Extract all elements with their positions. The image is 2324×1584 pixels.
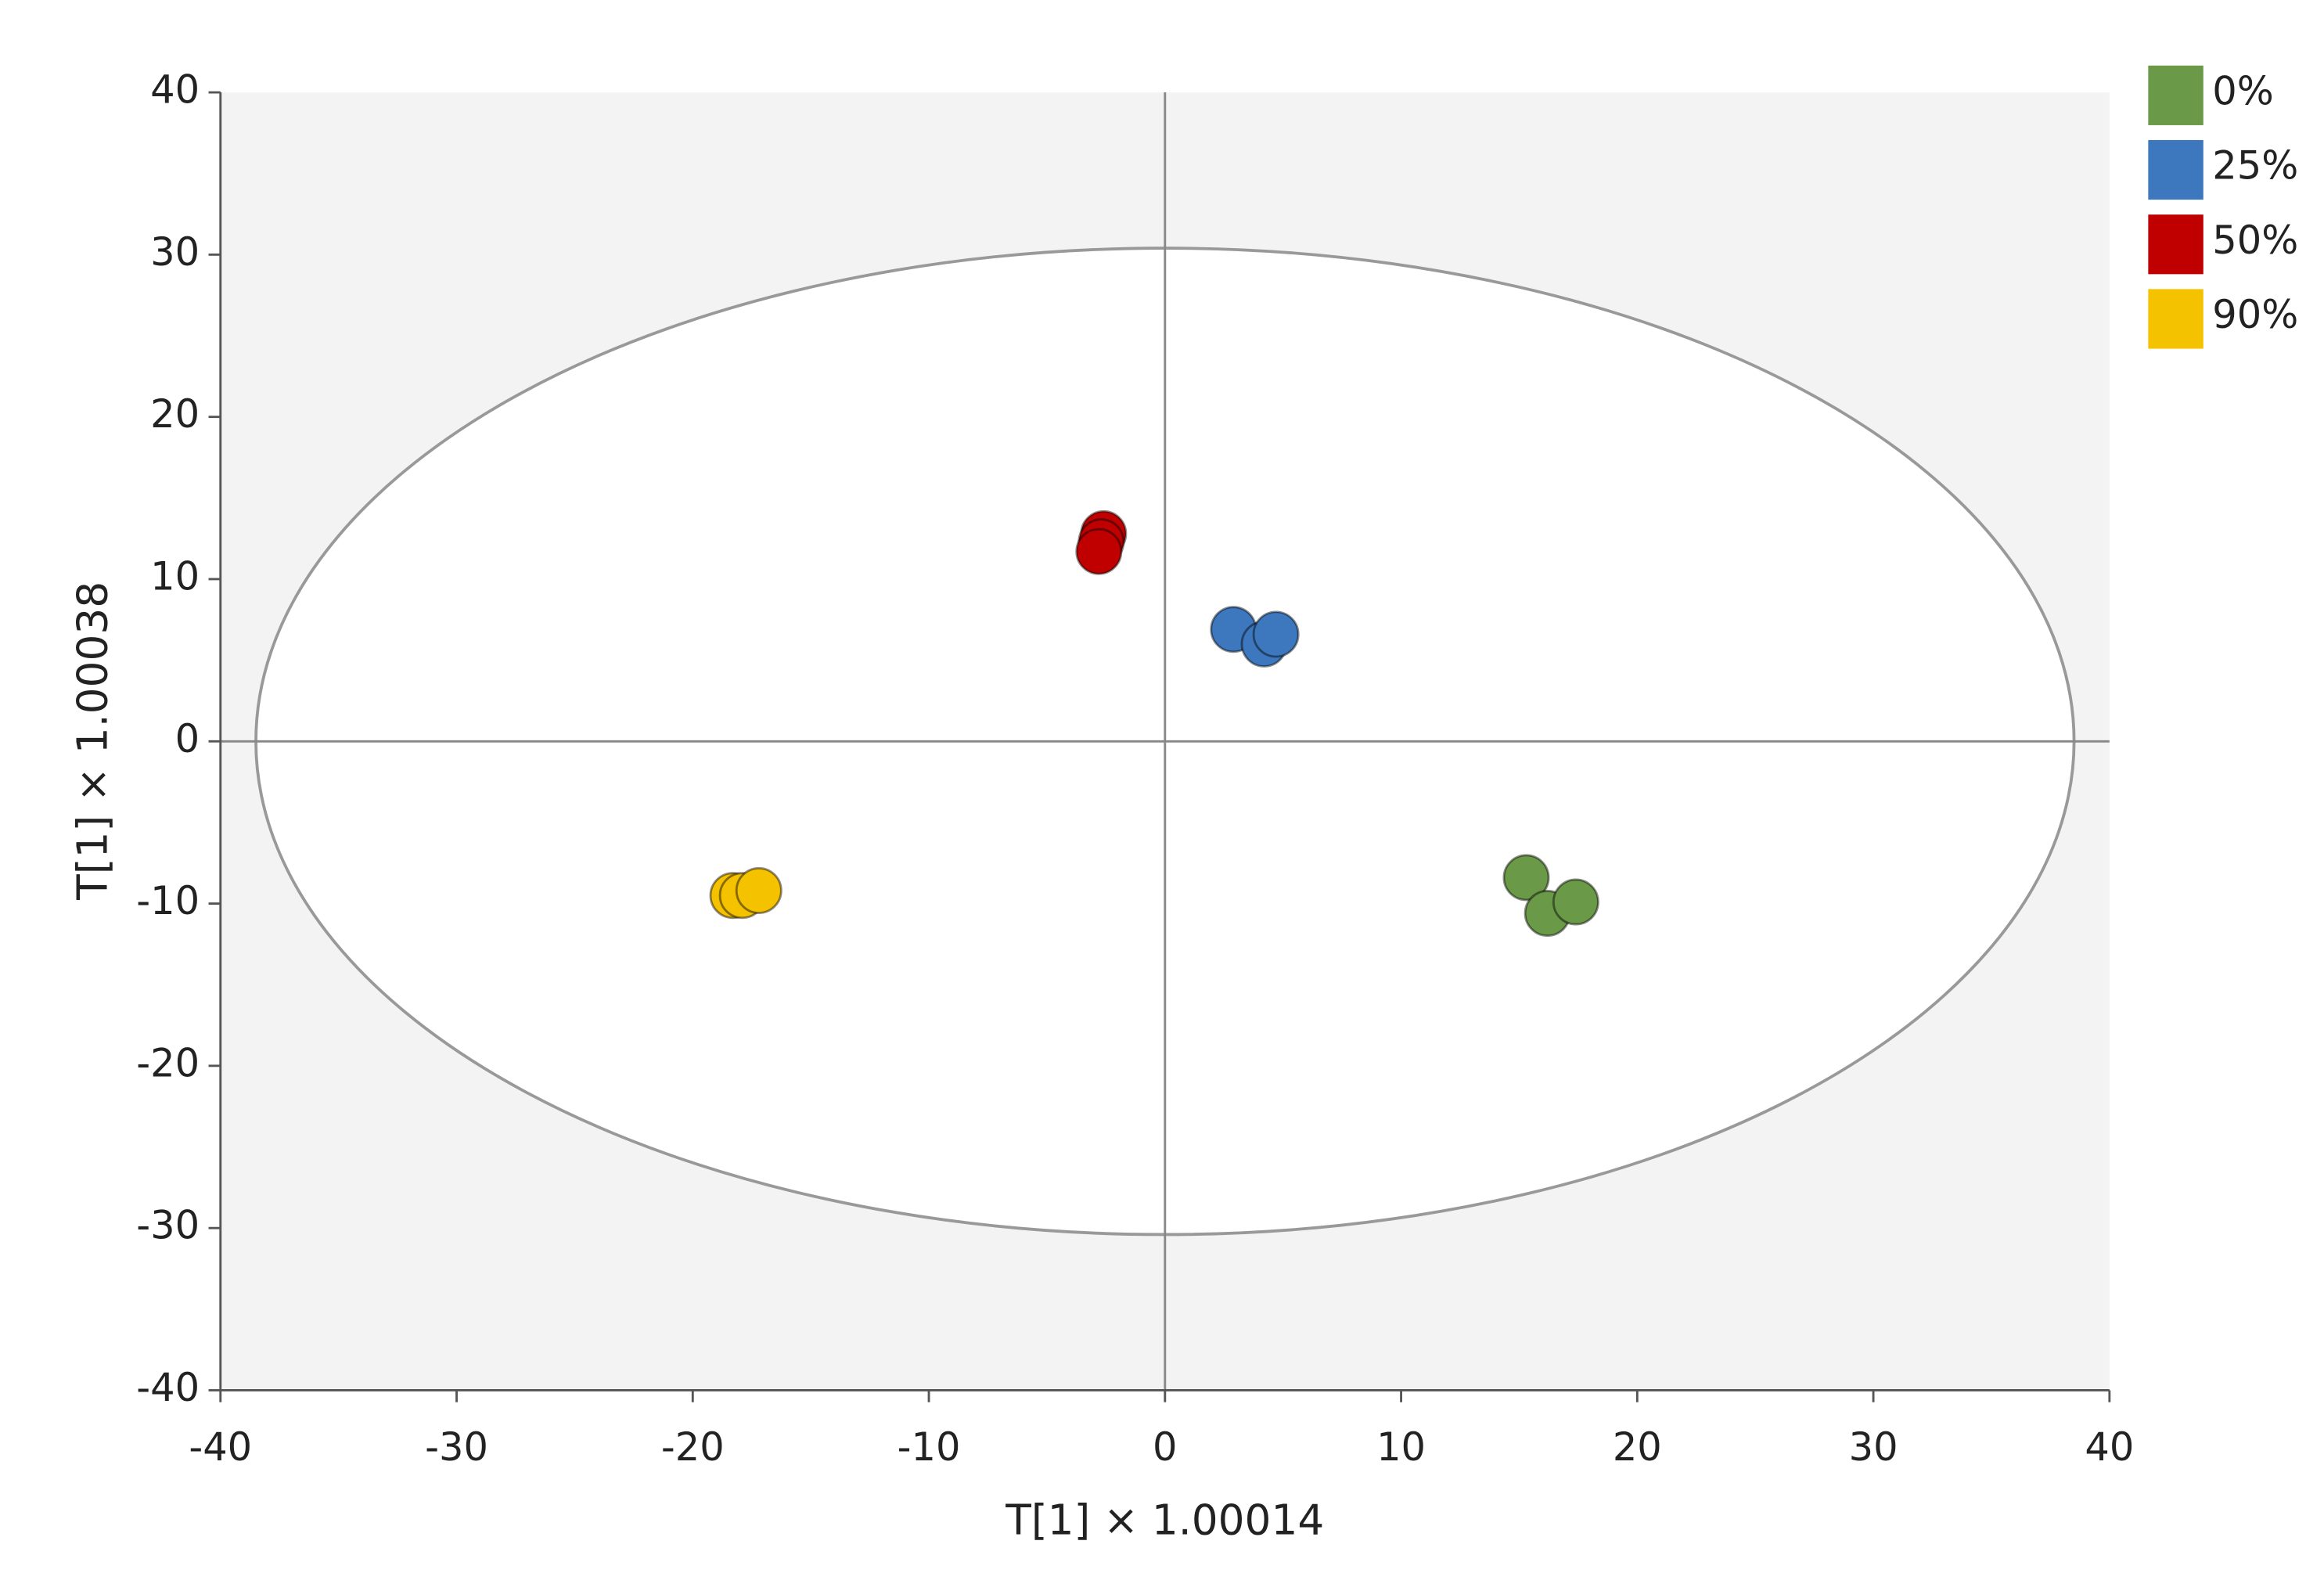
y-tick-label: -20 (136, 1040, 200, 1085)
legend-swatch (2148, 65, 2203, 125)
point (1552, 878, 1599, 926)
x-tick-label: 20 (1613, 1424, 1662, 1470)
legend-swatch (2148, 139, 2203, 200)
x-tick-label: 0 (1153, 1424, 1177, 1470)
y-tick-label: -40 (136, 1365, 200, 1410)
x-tick-label: -10 (898, 1424, 961, 1470)
y-tick-label: 30 (150, 229, 200, 275)
y-tick-label: -10 (136, 878, 200, 923)
point (1252, 610, 1300, 658)
y-tick-label: 40 (150, 67, 200, 113)
x-tick-label: 40 (2085, 1424, 2134, 1470)
point (1075, 527, 1123, 575)
legend-label: 90% (2212, 292, 2298, 337)
legend-label: 50% (2212, 218, 2298, 263)
x-tick-label: -40 (189, 1424, 252, 1470)
legend-swatch (2148, 289, 2203, 349)
y-tick-label: 10 (150, 553, 200, 599)
legend-swatch (2148, 214, 2203, 275)
point (1502, 854, 1550, 902)
legend-label: 0% (2212, 68, 2274, 113)
x-tick-label: 10 (1376, 1424, 1426, 1470)
x-tick-label: -20 (661, 1424, 725, 1470)
y-tick-label: -30 (136, 1203, 200, 1248)
x-tick-label: 30 (1849, 1424, 1898, 1470)
y-tick-label: 20 (150, 391, 200, 437)
point (735, 866, 782, 914)
y-axis-label: T[1] × 1.00038 (68, 581, 117, 901)
y-tick-label: 0 (175, 716, 200, 761)
legend-label: 25% (2212, 143, 2298, 189)
x-tick-label: -30 (425, 1424, 488, 1470)
x-axis-label: T[1] × 1.00014 (1005, 1496, 1324, 1545)
